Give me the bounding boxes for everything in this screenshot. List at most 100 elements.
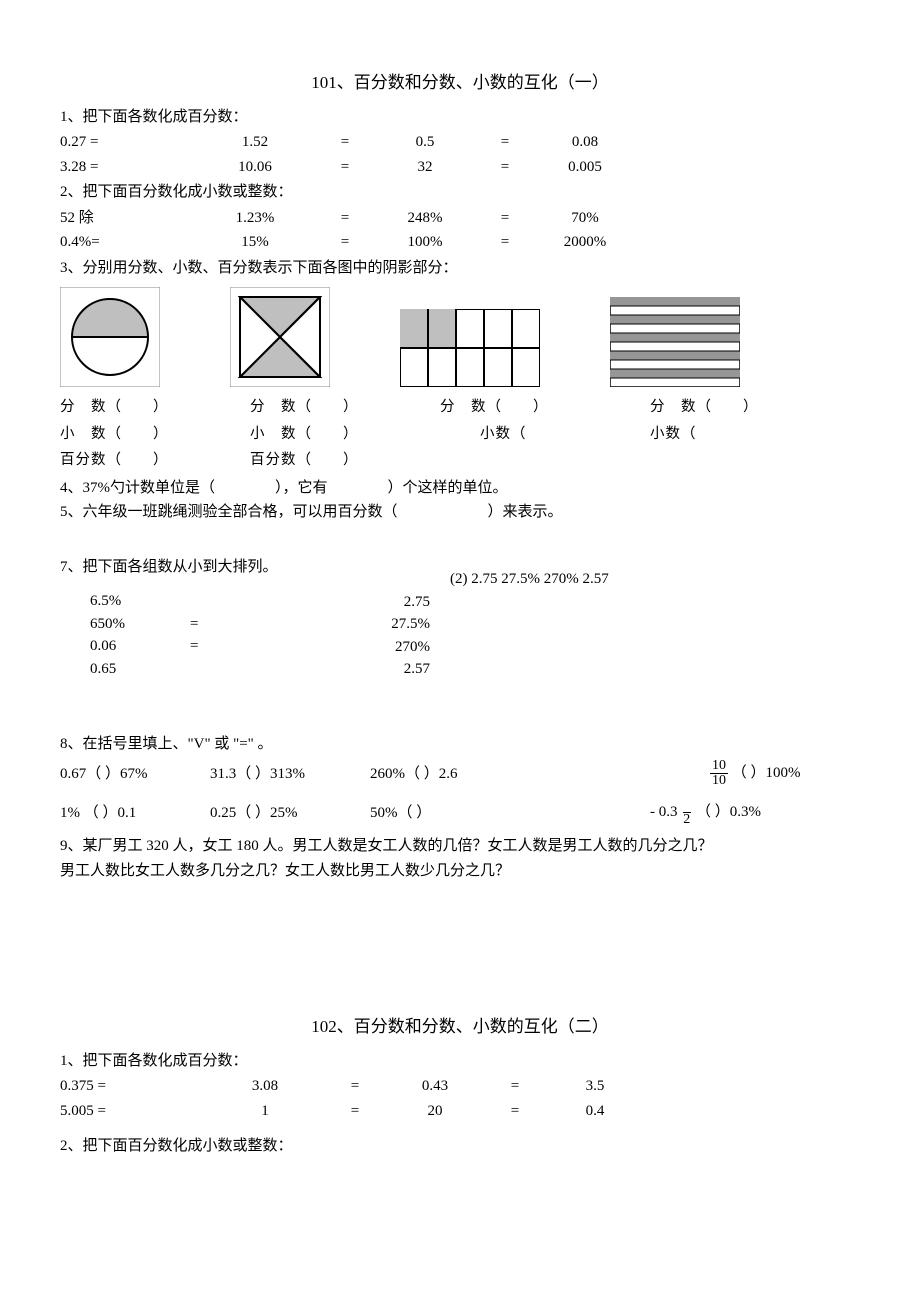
cell: 3.5 (540, 1074, 650, 1099)
cell: 0.27 = (60, 130, 190, 155)
q8-prompt: 8、在括号里填上、"V" 或 "=" 。 (60, 733, 860, 756)
q9a: 9、某厂男工 320 人，女工 180 人。男工人数是女工人数的几倍？女工人数是… (60, 835, 860, 858)
cell: 3.28 = (60, 155, 190, 180)
cell: 0.65 (90, 658, 160, 681)
s2q1-table: 0.375 = 3.08 = 0.43 = 3.5 5.005 = 1 = 20… (60, 1074, 650, 1123)
cell: 31.3（ ）313% (210, 763, 350, 786)
cell: 0.4%= (60, 230, 190, 255)
cell: 15% (190, 230, 320, 255)
cell: 10.06 (190, 155, 320, 180)
table-row: 0.375 = 3.08 = 0.43 = 3.5 (60, 1074, 650, 1099)
label: 百分数（ ） (60, 448, 220, 473)
cell: 1.52 (190, 130, 320, 155)
label: 分 数（ ） (60, 395, 220, 420)
label: 分 数（ ） (440, 395, 620, 420)
q7-right-head: (2) 2.75 27.5% 270% 2.57 (450, 568, 609, 591)
cell: 70% (530, 206, 640, 231)
table-row: 5.005 = 1 = 20 = 0.4 (60, 1099, 650, 1124)
s2q2-prompt: 2、把下面百分数化成小数或整数： (60, 1135, 860, 1158)
cell: = (480, 130, 530, 155)
table-row: 0.06 = (90, 635, 290, 658)
cell: 6.5% (90, 590, 160, 613)
cell: = (320, 230, 370, 255)
cell: 1 (200, 1099, 330, 1124)
q7-right: (2) 2.75 27.5% 270% 2.57 2.75 27.5% 270%… (370, 590, 609, 681)
cell: = (320, 206, 370, 231)
cell: 0.25（ ）25% (210, 802, 350, 825)
label: 小 数（ ） (250, 422, 410, 447)
cell: 0.4 (540, 1099, 650, 1124)
table-row: 52 除 1.23% = 248% = 70% (60, 206, 640, 231)
q3-labels: 分 数（ ） 小 数（ ） 百分数（ ） 分 数（ ） 小 数（ ） 百分数（ … (60, 393, 860, 475)
label-col: 分 数（ ） 小 数（ ） 百分数（ ） (60, 393, 220, 475)
cell: = (190, 613, 198, 636)
label: 分 数（ ） (250, 395, 410, 420)
label-col: 分 数（ ） 小数（ (440, 393, 620, 475)
cell: = (490, 1099, 540, 1124)
cell: 1% （ ）0.1 (60, 802, 190, 825)
label: 百分数（ ） (250, 448, 410, 473)
cell: 5.005 = (60, 1099, 200, 1124)
cell: 2000% (530, 230, 640, 255)
cell: 0.005 (530, 155, 640, 180)
cell: 100% (370, 230, 480, 255)
figure-square-x (230, 287, 330, 387)
cell: 50%（ ） (370, 802, 510, 825)
figure-grid (400, 309, 540, 387)
table-row: 6.5% (90, 590, 290, 613)
cell: 270% (370, 636, 430, 659)
q1-prompt: 1、把下面各数化成百分数： (60, 106, 860, 129)
label-col: 分 数（ ） 小数（ (650, 393, 810, 475)
page-title-1: 101、百分数和分数、小数的互化（一） (60, 70, 860, 96)
figure-circle (60, 287, 160, 387)
q2-table: 52 除 1.23% = 248% = 70% 0.4%= 15% = 100%… (60, 206, 640, 255)
s2q1-prompt: 1、把下面各数化成百分数： (60, 1050, 860, 1073)
q3-prompt: 3、分别用分数、小数、百分数表示下面各图中的阴影部分： (60, 257, 860, 280)
q4: 4、37%勺计数单位是（ ），它有 ）个这样的单位。 (60, 477, 860, 500)
q1-table: 0.27 = 1.52 = 0.5 = 0.08 3.28 = 10.06 = … (60, 130, 640, 179)
fraction-icon: 2 (681, 798, 692, 827)
cell: 1010 （ ）100% (710, 759, 801, 788)
label: 小数（ (440, 422, 620, 447)
cell: - 0.3 2 （ ）0.3% (650, 798, 761, 827)
cell: 1.23% (190, 206, 320, 231)
cell: = (480, 155, 530, 180)
table-row: 650% = (90, 613, 290, 636)
cell: 32 (370, 155, 480, 180)
cell: 2.75 (370, 591, 430, 614)
q8-row2: 1% （ ）0.1 0.25（ ）25% 50%（ ） - 0.3 2 （ ）0… (60, 798, 860, 827)
table-row: 0.65 (90, 658, 290, 681)
cell: 27.5% (370, 613, 430, 636)
figure-stripes (610, 297, 740, 387)
q2-prompt: 2、把下面百分数化成小数或整数： (60, 181, 860, 204)
cell: 52 除 (60, 206, 190, 231)
table-row: 3.28 = 10.06 = 32 = 0.005 (60, 155, 640, 180)
cell: 0.5 (370, 130, 480, 155)
q7-left: 6.5% 650% = 0.06 = 0.65 (90, 590, 290, 681)
cell: 0.06 (90, 635, 160, 658)
cell: = (190, 635, 198, 658)
table-row: 0.4%= 15% = 100% = 2000% (60, 230, 640, 255)
label: 分 数（ ） (650, 395, 810, 420)
cell: 0.375 = (60, 1074, 200, 1099)
label: 小 数（ ） (60, 422, 220, 447)
q7-body: 6.5% 650% = 0.06 = 0.65 (2) 2.75 27.5% 270… (60, 590, 860, 681)
fraction-icon: 1010 (710, 759, 728, 788)
cell: 0.43 (380, 1074, 490, 1099)
q5: 5、六年级一班跳绳测验全部合格，可以用百分数（ ）来表示。 (60, 501, 860, 524)
q3-figures (60, 287, 860, 387)
cell: = (330, 1074, 380, 1099)
cell: = (480, 230, 530, 255)
cell: 260%（ ）2.6 (370, 763, 510, 786)
cell: 650% (90, 613, 160, 636)
q9b: 男工人数比女工人数多几分之几？女工人数比男工人数少几分之几？ (60, 860, 860, 883)
cell: = (480, 206, 530, 231)
cell: 248% (370, 206, 480, 231)
label: 小数（ (650, 422, 810, 447)
cell: = (330, 1099, 380, 1124)
table-row: 0.27 = 1.52 = 0.5 = 0.08 (60, 130, 640, 155)
label (440, 448, 620, 473)
cell: 3.08 (200, 1074, 330, 1099)
cell: 20 (380, 1099, 490, 1124)
page-title-2: 102、百分数和分数、小数的互化（二） (60, 1014, 860, 1040)
